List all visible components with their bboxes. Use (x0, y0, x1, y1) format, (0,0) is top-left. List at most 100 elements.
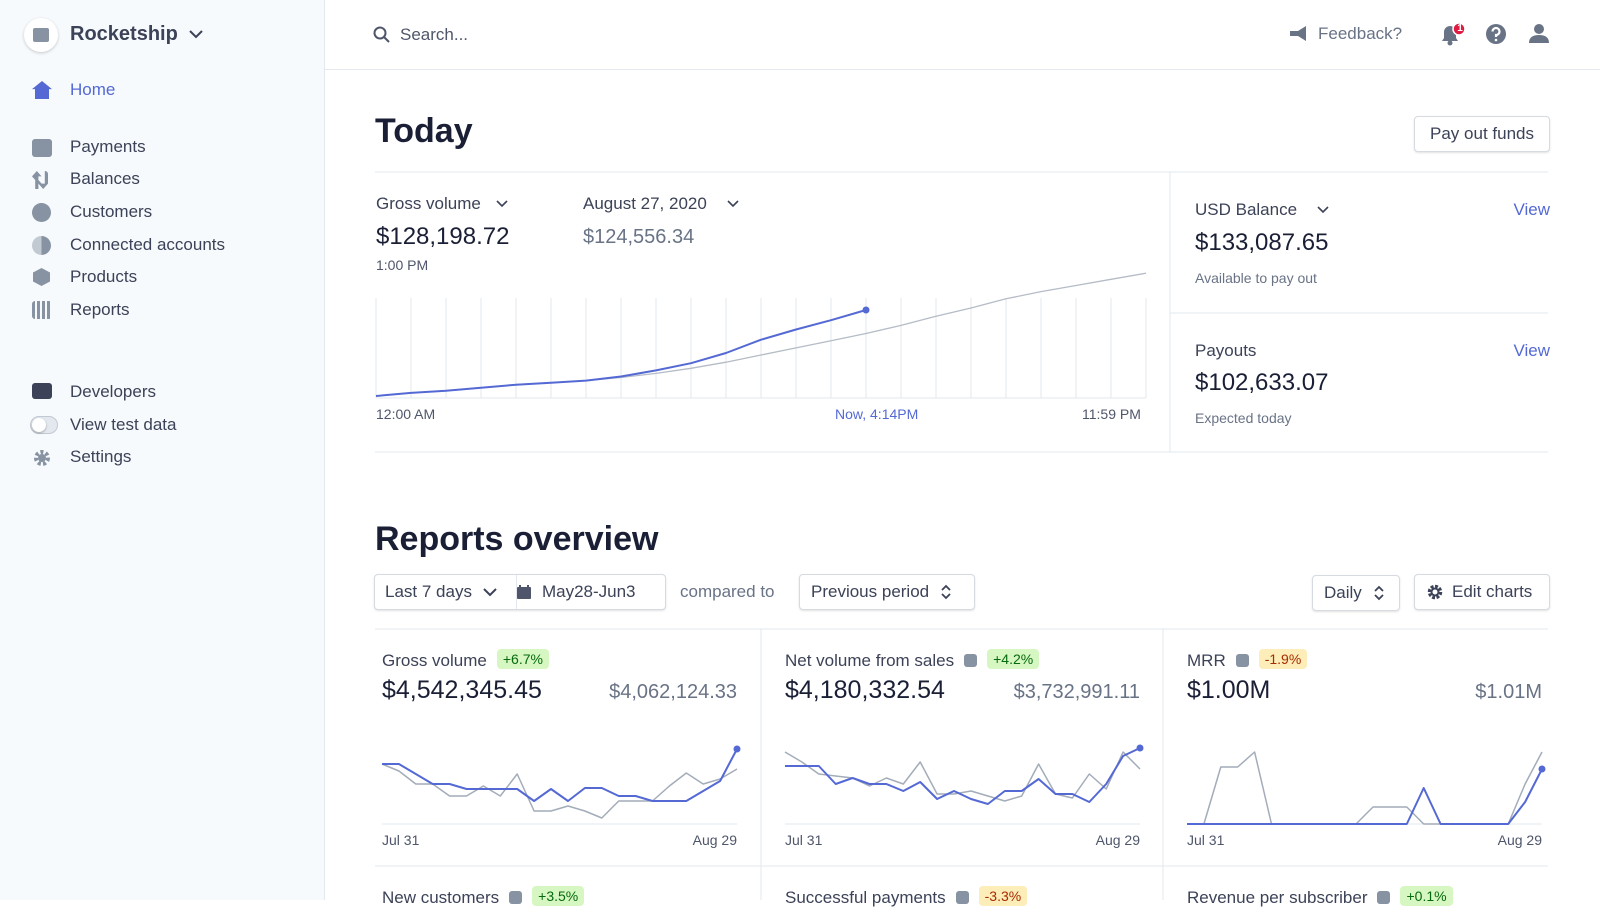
metric-time: 1:00 PM (376, 257, 429, 273)
feedback-icon (1290, 26, 1306, 41)
search-icon (373, 26, 390, 43)
nav-item[interactable]: Customers (70, 202, 153, 221)
series-end-dot (1136, 744, 1144, 752)
nav-icon (32, 203, 51, 222)
toggle[interactable] (30, 416, 58, 434)
card-title[interactable]: Net volume from sales +4.2% (785, 649, 1040, 671)
x-axis-label: Jul 31 (382, 832, 420, 848)
select-caret (1374, 585, 1384, 601)
info-icon (964, 654, 978, 667)
metric-value: $128,198.72 (376, 223, 510, 250)
nav-icon (32, 236, 51, 255)
x-axis-label: Now, 4:14PM (835, 406, 919, 422)
x-axis-label: Jul 31 (1187, 832, 1225, 848)
brand-name[interactable]: Rocketship (70, 23, 178, 45)
period-select[interactable]: Previous period (799, 574, 975, 610)
change-badge: -1.9% (1258, 649, 1308, 669)
caret (496, 200, 508, 208)
edit-charts-button[interactable]: Edit charts (1414, 574, 1550, 610)
series-end-dot (733, 745, 741, 753)
nav-item[interactable]: Reports (70, 300, 130, 319)
x-axis-label: Aug 29 (1095, 832, 1140, 848)
card-title[interactable]: Gross volume +6.7% (382, 649, 549, 671)
nav-item[interactable]: Settings (70, 447, 132, 466)
payouts-value: $102,633.07 (1195, 369, 1329, 396)
payouts-view-link[interactable]: View (1513, 341, 1550, 360)
header-divider (325, 69, 1600, 70)
caret (727, 200, 739, 208)
payout-button[interactable]: Pay out funds (1414, 116, 1550, 152)
card-title-text: Successful payments (785, 888, 946, 907)
x-axis-label: Aug 29 (692, 832, 737, 848)
nav-item[interactable]: Home (70, 80, 116, 99)
nav-item[interactable]: Products (70, 267, 138, 286)
card-value: $1.00M (1187, 676, 1271, 704)
interval-select[interactable]: Daily (1312, 575, 1400, 611)
nav-item[interactable]: Balances (70, 169, 140, 188)
card-title-text: Net volume from sales (785, 651, 955, 670)
brand-caret (189, 30, 203, 39)
balance-label[interactable]: USD Balance (1195, 200, 1298, 219)
metric-label[interactable]: Gross volume (376, 194, 481, 213)
payouts-label: Payouts (1195, 341, 1257, 360)
button-label: Edit charts (1452, 582, 1533, 601)
help-icon[interactable] (1485, 23, 1507, 45)
sidebar: Rocketship Home Payments Balances Custom… (0, 0, 325, 900)
series-line (1187, 751, 1543, 825)
interval-label: Daily (1324, 583, 1362, 602)
compared-label: compared to (680, 582, 775, 601)
search-input[interactable]: Search... (400, 25, 469, 44)
card-title[interactable]: Revenue per subscriber +0.1% (1187, 886, 1453, 908)
info-icon (955, 891, 969, 904)
range-label: Last 7 days (385, 582, 472, 601)
nav-item[interactable]: Payments (70, 137, 146, 156)
nav-item[interactable]: Developers (70, 382, 156, 401)
series-line (784, 751, 1141, 802)
balance-value: $133,087.65 (1195, 229, 1329, 256)
balance-note: Available to pay out (1195, 270, 1317, 286)
card-title[interactable]: MRR -1.9% (1187, 649, 1308, 671)
x-axis-label: Jul 31 (785, 832, 823, 848)
series-line (375, 309, 867, 397)
nav-icon (33, 268, 50, 286)
info-icon (1377, 891, 1391, 904)
section-title: Reports overview (375, 520, 659, 558)
series-line (375, 272, 1147, 397)
card-title[interactable]: New customers +3.5% (382, 886, 585, 908)
nav-icon (32, 139, 52, 157)
feedback-link[interactable]: Feedback? (1318, 24, 1403, 43)
brand-logo (24, 18, 58, 52)
nav-item[interactable]: View test data (70, 415, 177, 434)
info-icon (1235, 654, 1249, 667)
notifications-icon[interactable] (1438, 22, 1466, 48)
x-axis-label: Aug 29 (1497, 832, 1542, 848)
card-value: $4,180,332.54 (785, 676, 945, 704)
nav-icon (32, 301, 52, 319)
nav-icon (32, 383, 52, 399)
range-picker[interactable]: Last 7 days May28-Jun3 (374, 574, 666, 610)
nav-item[interactable]: Connected accounts (70, 235, 225, 254)
card-value: $4,542,345.45 (382, 676, 542, 704)
card-previous: $1.01M (1475, 681, 1542, 703)
series-line (381, 763, 738, 819)
card-title-text: Gross volume (382, 651, 487, 670)
caret (483, 588, 497, 597)
button-label: Pay out funds (1430, 124, 1534, 143)
card-title[interactable]: Successful payments -3.3% (785, 886, 1028, 908)
change-badge: +6.7% (496, 649, 549, 669)
card-title-text: New customers (382, 888, 500, 907)
date-range: May28-Jun3 (541, 582, 636, 601)
account-icon[interactable] (1528, 22, 1550, 44)
series-end-dot (862, 306, 870, 314)
balance-view-link[interactable]: View (1513, 200, 1550, 219)
nav-icon (32, 171, 48, 189)
card-previous: $3,732,991.11 (1013, 681, 1140, 703)
notification-count: 1 (1457, 23, 1463, 34)
compare-label[interactable]: August 27, 2020 (583, 194, 707, 213)
series-line (382, 748, 738, 802)
x-axis-label: 12:00 AM (376, 406, 436, 422)
series-line (1187, 768, 1543, 825)
compare-value: $124,556.34 (583, 226, 695, 248)
series-line (785, 747, 1141, 805)
